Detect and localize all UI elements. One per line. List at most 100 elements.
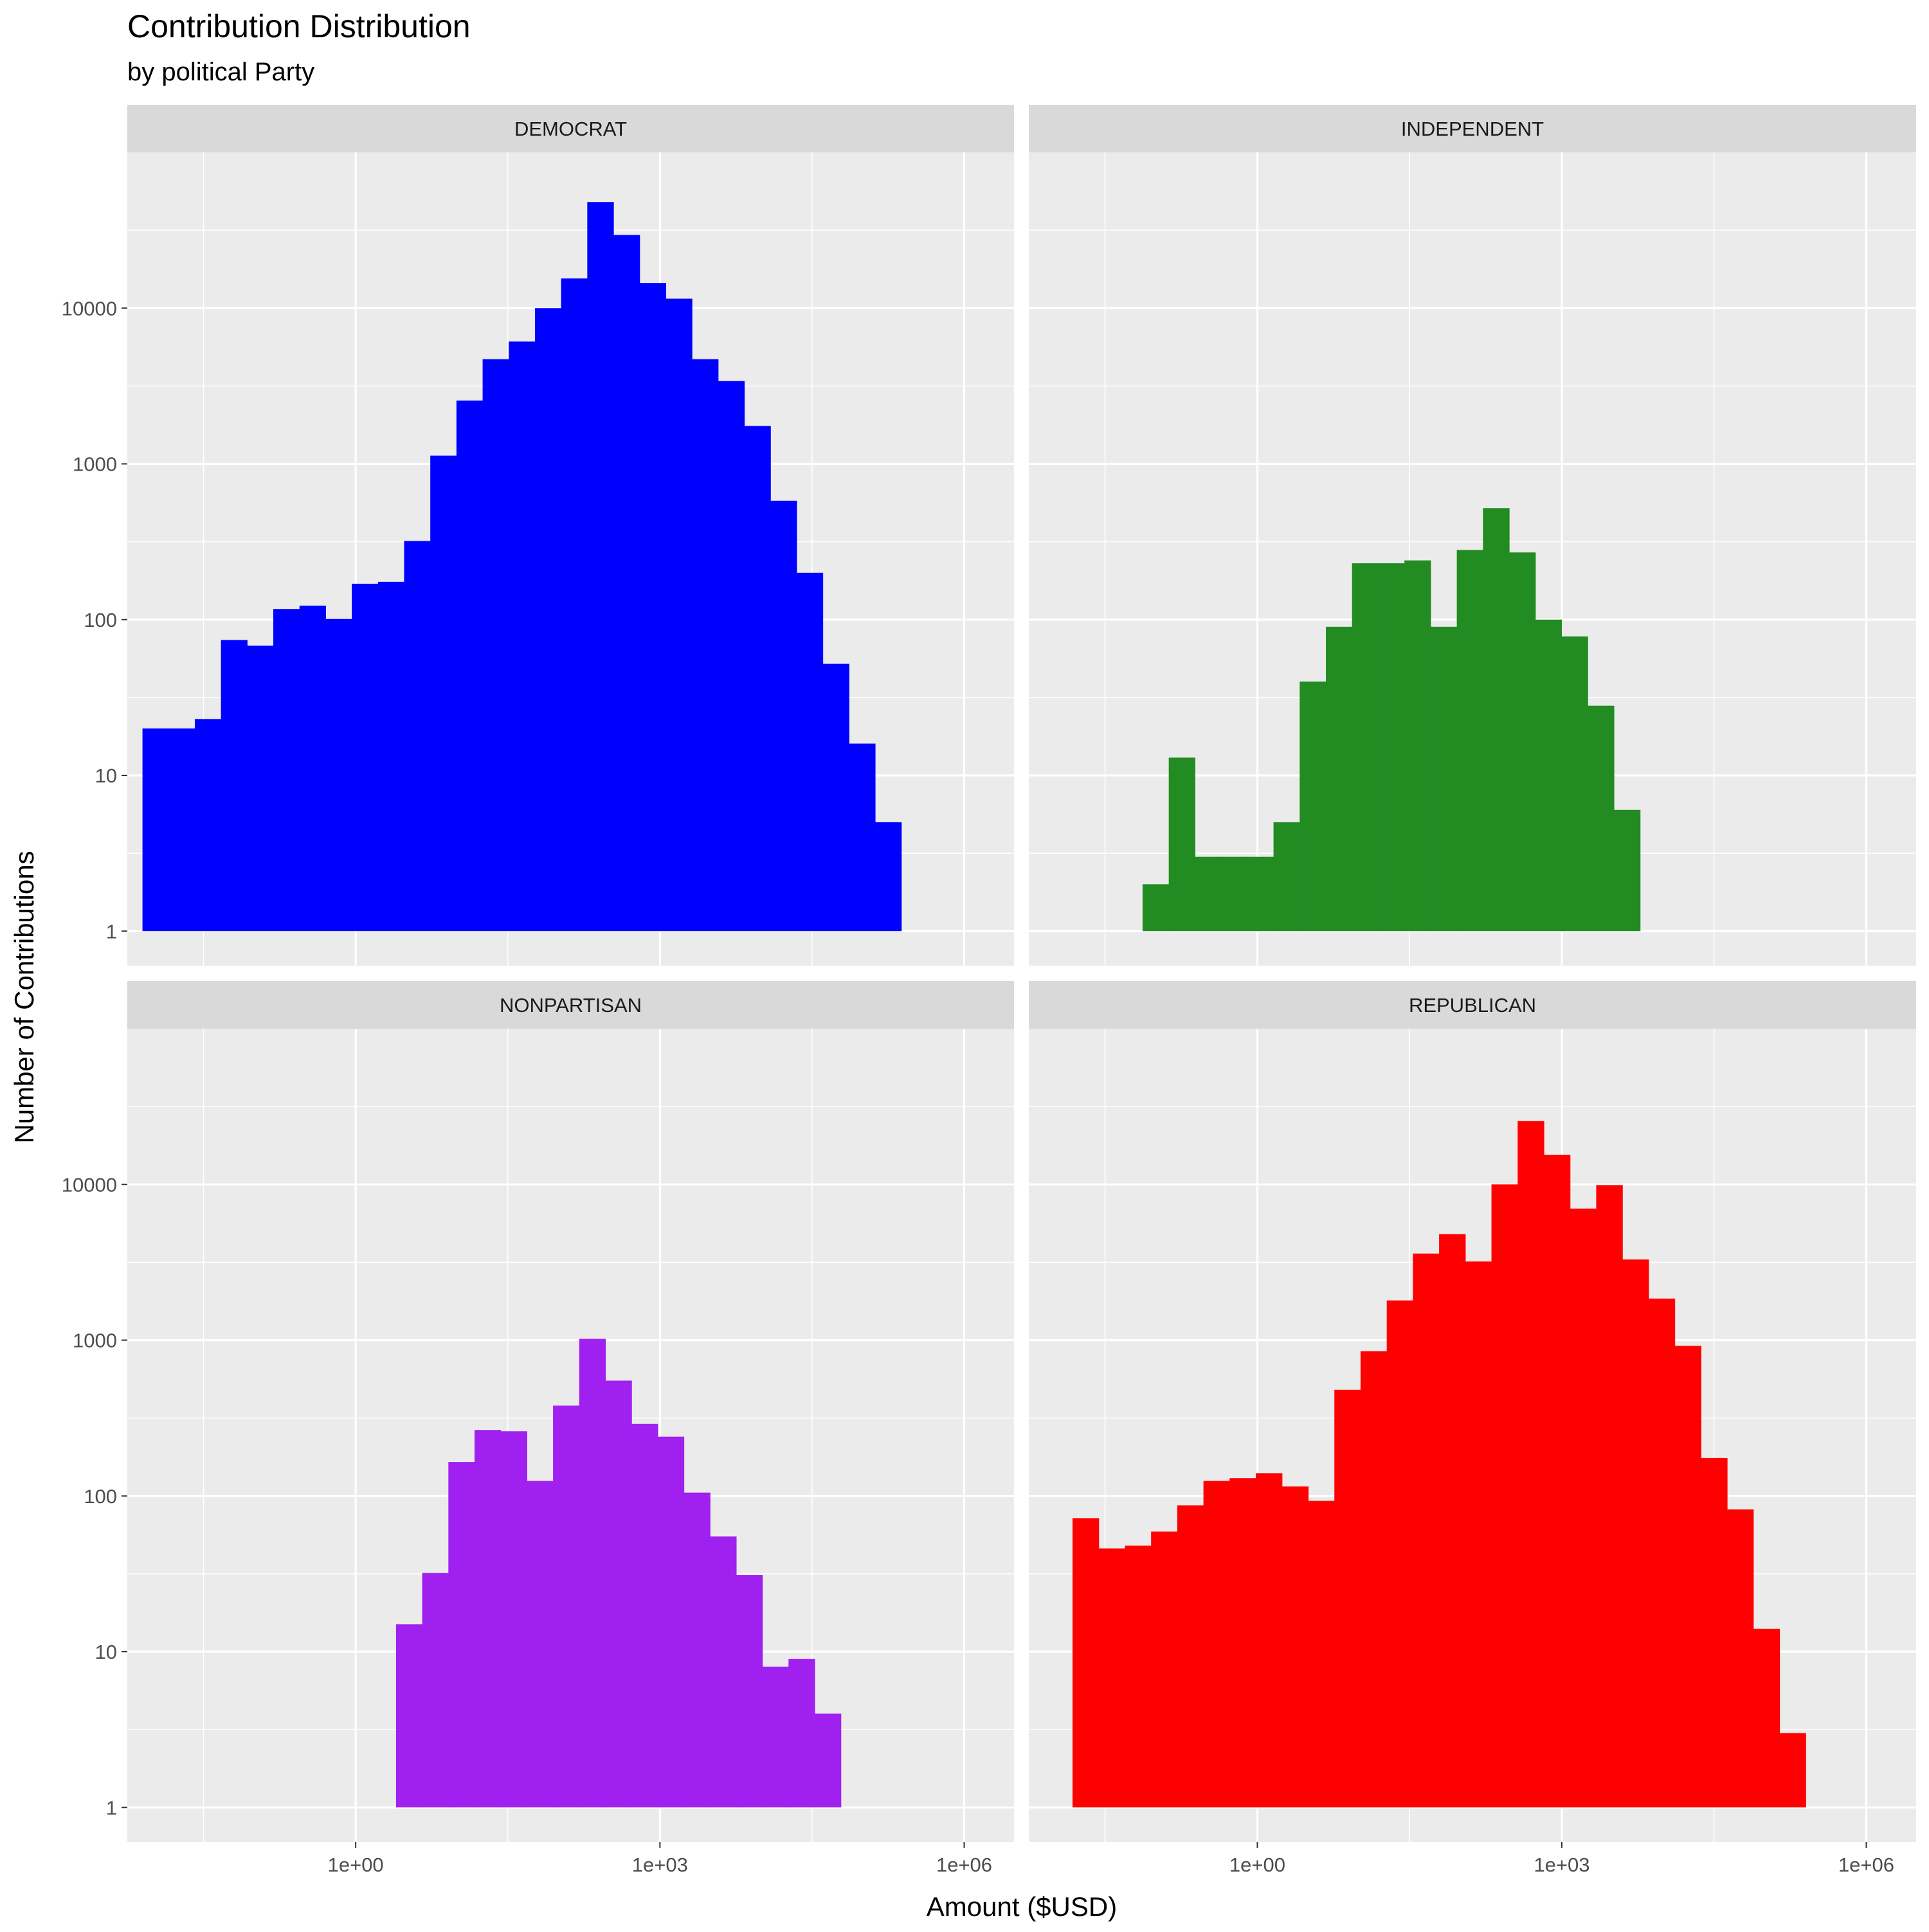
histogram-bar <box>1229 1478 1256 1808</box>
histogram-bar <box>874 822 902 932</box>
histogram-bar <box>692 359 719 932</box>
histogram-bar <box>1701 1458 1728 1808</box>
histogram-bar <box>1491 1184 1518 1808</box>
histogram-bar <box>1142 884 1170 932</box>
y-tick-label: 100 <box>84 1485 117 1508</box>
y-tick-label: 1000 <box>73 453 117 476</box>
histogram-bar <box>168 728 195 932</box>
facet-strip-label: DEMOCRAT <box>514 118 627 140</box>
histogram-bar <box>1648 1298 1676 1808</box>
histogram-bar <box>822 664 849 932</box>
histogram-bar <box>1168 757 1195 932</box>
histogram-bar <box>273 609 300 932</box>
y-tick-label: 100 <box>84 609 117 631</box>
histogram-bar <box>404 541 431 932</box>
histogram-bar <box>1404 560 1431 932</box>
y-tick-label: 10 <box>95 1641 117 1663</box>
histogram-bar <box>500 1431 527 1808</box>
histogram-bar <box>605 1380 632 1808</box>
histogram-bar <box>482 359 509 932</box>
histogram-bar <box>1779 1733 1806 1808</box>
histogram-bar <box>815 1713 842 1808</box>
histogram-bar <box>1203 1481 1230 1808</box>
histogram-bar <box>1195 856 1222 932</box>
histogram-bar <box>1352 563 1379 932</box>
histogram-bar <box>1325 626 1353 932</box>
histogram-bar <box>299 605 327 932</box>
histogram-bar <box>395 1624 423 1808</box>
histogram-bar <box>684 1492 711 1808</box>
histogram-bar <box>1281 1486 1309 1808</box>
histogram-bar <box>579 1339 606 1808</box>
histogram-bar <box>770 500 797 932</box>
histogram-bar <box>527 1481 554 1808</box>
histogram-bar <box>1543 1155 1571 1808</box>
histogram-bar <box>221 640 248 932</box>
y-tick-label: 10000 <box>62 1173 117 1196</box>
histogram-bar <box>325 618 352 932</box>
histogram-bar <box>1151 1531 1178 1808</box>
facet-strip-label: REPUBLICAN <box>1409 994 1536 1016</box>
histogram-bar <box>631 1423 658 1808</box>
histogram-bar <box>475 1430 502 1808</box>
histogram-bar <box>1247 856 1274 932</box>
histogram-bar <box>448 1462 475 1808</box>
histogram-bar <box>1072 1518 1100 1808</box>
facet-strip <box>127 105 1014 152</box>
histogram-bar <box>1622 1259 1649 1808</box>
histogram-bar <box>1308 1501 1335 1808</box>
y-tick-label: 1000 <box>73 1330 117 1352</box>
histogram-bar <box>1517 1121 1544 1808</box>
x-tick-label: 1e+03 <box>1534 1854 1589 1876</box>
x-tick-label: 1e+03 <box>632 1854 688 1876</box>
histogram-bar <box>1596 1185 1623 1808</box>
histogram-bar <box>587 202 614 932</box>
x-tick-label: 1e+00 <box>328 1854 384 1876</box>
histogram-bar <box>796 572 824 932</box>
facet-panel-democrat: DEMOCRAT 1 10 100 1000 10000 <box>62 105 1014 966</box>
y-axis-title: Number of Contributions <box>9 851 39 1143</box>
histogram-bar <box>1273 822 1300 932</box>
histogram-bar <box>534 308 562 932</box>
histogram-bar <box>1483 508 1510 932</box>
histogram-bar <box>142 728 169 932</box>
facet-strip <box>1029 981 1916 1029</box>
y-tick-label: 1 <box>106 920 117 943</box>
histogram-bar <box>736 1575 763 1808</box>
histogram-bar <box>1613 809 1641 932</box>
histogram-bar <box>657 1436 685 1808</box>
facet-strip-label: INDEPENDENT <box>1401 118 1544 140</box>
histogram-bar <box>1509 552 1536 932</box>
facet-strip-label: NONPARTISAN <box>500 994 642 1016</box>
histogram-bar <box>1360 1351 1388 1808</box>
histogram-bar <box>710 1536 737 1808</box>
x-tick-label: 1e+00 <box>1229 1854 1285 1876</box>
histogram-bar <box>762 1666 789 1808</box>
x-axis-title: Amount ($USD) <box>927 1891 1117 1922</box>
chart-subtitle: by political Party <box>127 58 314 86</box>
y-tick-label: 10 <box>95 764 117 787</box>
chart-title: Contribution Distribution <box>127 8 471 44</box>
histogram-bar <box>456 401 484 932</box>
histogram-bar <box>1221 856 1248 932</box>
histogram-bar <box>1334 1389 1361 1808</box>
histogram-bar <box>1465 1261 1492 1808</box>
histogram-bar <box>788 1659 815 1808</box>
histogram-bar <box>1177 1505 1204 1808</box>
histogram-bar <box>509 341 536 932</box>
histogram-bar <box>561 278 588 932</box>
histogram-bar <box>1300 682 1327 932</box>
histogram-bar <box>422 1573 449 1808</box>
histogram-bar <box>1561 636 1588 932</box>
histogram-bar <box>1378 563 1405 932</box>
histogram-bar <box>1386 1300 1413 1808</box>
histogram-bar <box>1588 705 1615 932</box>
histogram-bar <box>194 719 222 932</box>
facet-strip <box>127 981 1014 1029</box>
facet-panel-republican: REPUBLICAN 1e+00 1e+03 1e+06 <box>1029 981 1916 1876</box>
histogram-bar <box>1098 1548 1126 1808</box>
facet-strip <box>1029 105 1916 152</box>
histogram-bar <box>744 426 771 932</box>
